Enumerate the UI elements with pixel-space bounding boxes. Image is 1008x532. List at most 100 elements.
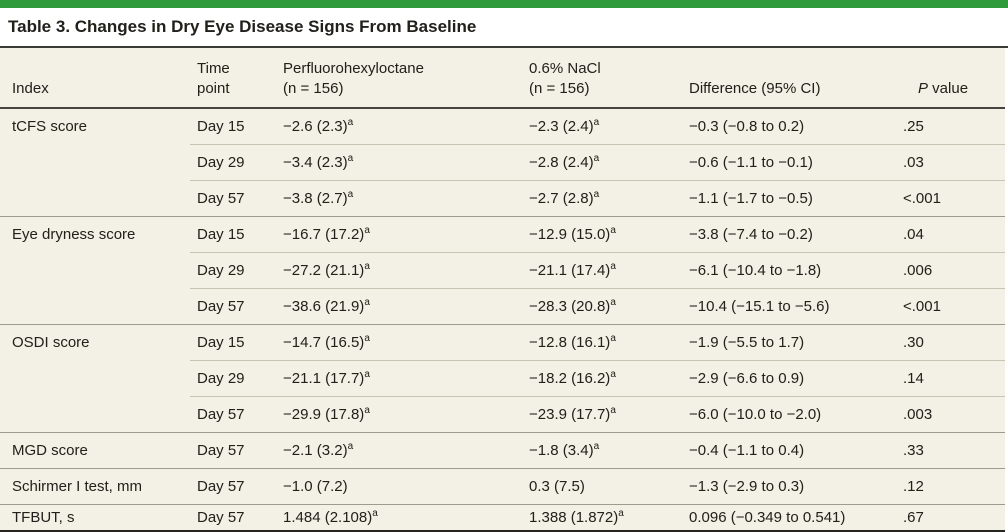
cell-pfho: 1.484 (2.108)a xyxy=(276,504,522,531)
cell-nacl: −28.3 (20.8)a xyxy=(522,288,682,325)
cell-difference: −2.9 (−6.6 to 0.9) xyxy=(682,360,896,397)
cell-nacl: −23.9 (17.7)a xyxy=(522,396,682,433)
cell-index xyxy=(0,361,190,397)
cell-difference: −3.8 (−7.4 to −0.2) xyxy=(682,216,896,253)
table-row: Day 57 −3.8 (2.7)a −2.7 (2.8)a −1.1 (−1.… xyxy=(0,180,1005,217)
table-title: Table 3. Changes in Dry Eye Disease Sign… xyxy=(0,8,1008,48)
footnote-marker: a xyxy=(364,405,370,416)
footnote-marker: a xyxy=(347,153,354,164)
footnote-marker: a xyxy=(610,297,616,308)
cell-p-value: .006 xyxy=(896,252,1005,289)
col-header-p-value: P value xyxy=(896,48,1005,109)
cell-nacl: −1.8 (3.4)a xyxy=(522,432,682,469)
cell-time-point: Day 57 xyxy=(190,288,276,325)
cell-index xyxy=(0,253,190,289)
cell-difference: −6.1 (−10.4 to −1.8) xyxy=(682,252,896,289)
cell-index xyxy=(0,181,190,217)
table-row: MGD score Day 57 −2.1 (3.2)a −1.8 (3.4)a… xyxy=(0,432,1005,469)
cell-index: OSDI score xyxy=(0,324,190,361)
cell-difference: −1.9 (−5.5 to 1.7) xyxy=(682,324,896,361)
footnote-marker: a xyxy=(364,261,370,272)
col-header-perfluorohexyloctane: Perfluorohexyloctane (n = 156) xyxy=(276,48,522,109)
table-row: TFBUT, s Day 57 1.484 (2.108)a 1.388 (1.… xyxy=(0,504,1005,531)
cell-nacl: −12.9 (15.0)a xyxy=(522,216,682,253)
table-row: Day 29 −21.1 (17.7)a −18.2 (16.2)a −2.9 … xyxy=(0,360,1005,397)
cell-pfho: −16.7 (17.2)a xyxy=(276,216,522,253)
cell-pfho: −3.8 (2.7)a xyxy=(276,180,522,217)
cell-time-point: Day 15 xyxy=(190,216,276,253)
footnote-marker: a xyxy=(364,297,370,308)
footnote-marker: a xyxy=(364,225,370,236)
col-header-index: Index xyxy=(0,48,190,109)
footnote-marker: a xyxy=(593,117,600,128)
cell-p-value: .003 xyxy=(896,396,1005,433)
cell-pfho: −1.0 (7.2) xyxy=(276,468,522,505)
cell-nacl: −21.1 (17.4)a xyxy=(522,252,682,289)
table-body: tCFS score Day 15 −2.6 (2.3)a −2.3 (2.4)… xyxy=(0,107,1005,531)
footnote-marker: a xyxy=(593,441,600,452)
cell-nacl: −12.8 (16.1)a xyxy=(522,324,682,361)
footnote-marker: a xyxy=(364,369,370,380)
cell-pfho: −2.1 (3.2)a xyxy=(276,432,522,469)
cell-index: tCFS score xyxy=(0,107,190,145)
cell-p-value: <.001 xyxy=(896,180,1005,217)
header-row: Index Time point Perfluorohexyloctane (n =… xyxy=(0,48,1005,109)
cell-time-point: Day 57 xyxy=(190,468,276,505)
footnote-marker: a xyxy=(347,117,354,128)
cell-difference: −1.1 (−1.7 to −0.5) xyxy=(682,180,896,217)
cell-index: Schirmer I test, mm xyxy=(0,468,190,505)
cell-difference: 0.096 (−0.349 to 0.541) xyxy=(682,504,896,531)
dry-eye-signs-table: Index Time point Perfluorohexyloctane (n =… xyxy=(0,48,1005,532)
footnote-marker: a xyxy=(610,405,616,416)
footnote-marker: a xyxy=(610,333,616,344)
footnote-marker: a xyxy=(372,508,378,519)
table-row: Day 57 −29.9 (17.8)a −23.9 (17.7)a −6.0 … xyxy=(0,396,1005,433)
cell-p-value: .30 xyxy=(896,324,1005,361)
footnote-marker: a xyxy=(347,441,354,452)
cell-pfho: −21.1 (17.7)a xyxy=(276,360,522,397)
cell-time-point: Day 15 xyxy=(190,324,276,361)
cell-time-point: Day 57 xyxy=(190,180,276,217)
footnote-marker: a xyxy=(593,189,600,200)
footnote-marker: a xyxy=(347,189,354,200)
cell-p-value: <.001 xyxy=(896,288,1005,325)
cell-index: Eye dryness score xyxy=(0,216,190,253)
cell-difference: −10.4 (−15.1 to −5.6) xyxy=(682,288,896,325)
cell-p-value: .25 xyxy=(896,107,1005,145)
footnote-marker: a xyxy=(610,369,616,380)
cell-pfho: −14.7 (16.5)a xyxy=(276,324,522,361)
cell-time-point: Day 57 xyxy=(190,396,276,433)
table-row: Day 29 −3.4 (2.3)a −2.8 (2.4)a −0.6 (−1.… xyxy=(0,144,1005,181)
cell-nacl: 0.3 (7.5) xyxy=(522,468,682,505)
cell-time-point: Day 29 xyxy=(190,144,276,181)
cell-time-point: Day 15 xyxy=(190,107,276,145)
footnote-marker: a xyxy=(364,333,370,344)
cell-nacl: 1.388 (1.872)a xyxy=(522,504,682,531)
cell-difference: −0.3 (−0.8 to 0.2) xyxy=(682,107,896,145)
cell-time-point: Day 57 xyxy=(190,432,276,469)
cell-time-point: Day 29 xyxy=(190,360,276,397)
cell-pfho: −3.4 (2.3)a xyxy=(276,144,522,181)
cell-time-point: Day 57 xyxy=(190,504,276,531)
cell-index xyxy=(0,397,190,433)
footnote-marker: a xyxy=(610,261,616,272)
cell-p-value: .33 xyxy=(896,432,1005,469)
table-header: Index Time point Perfluorohexyloctane (n =… xyxy=(0,48,1005,109)
cell-pfho: −27.2 (21.1)a xyxy=(276,252,522,289)
cell-pfho: −2.6 (2.3)a xyxy=(276,107,522,145)
cell-pfho: −29.9 (17.8)a xyxy=(276,396,522,433)
footnote-marker: a xyxy=(610,225,616,236)
cell-difference: −1.3 (−2.9 to 0.3) xyxy=(682,468,896,505)
cell-difference: −0.6 (−1.1 to −0.1) xyxy=(682,144,896,181)
cell-p-value: .67 xyxy=(896,504,1005,531)
cell-difference: −0.4 (−1.1 to 0.4) xyxy=(682,432,896,469)
col-header-nacl: 0.6% NaCl (n = 156) xyxy=(522,48,682,109)
footnote-marker: a xyxy=(593,153,600,164)
journal-brand-bar xyxy=(0,0,1008,8)
cell-time-point: Day 29 xyxy=(190,252,276,289)
cell-index xyxy=(0,289,190,325)
cell-nacl: −18.2 (16.2)a xyxy=(522,360,682,397)
cell-index: MGD score xyxy=(0,432,190,469)
cell-p-value: .12 xyxy=(896,468,1005,505)
cell-index: TFBUT, s xyxy=(0,504,190,531)
